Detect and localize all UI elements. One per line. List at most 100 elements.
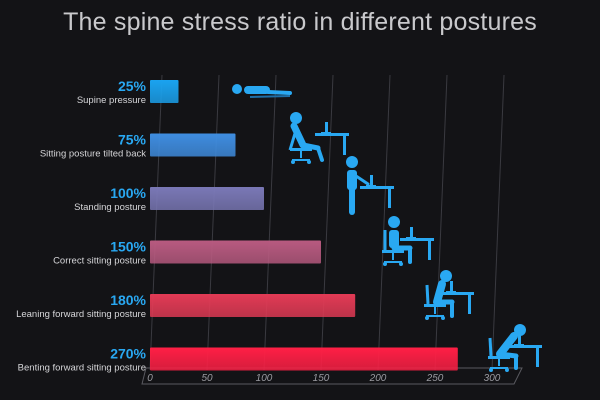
head: [290, 112, 302, 124]
gridline: [149, 74, 163, 371]
reclined-seated-person-icon: [288, 112, 349, 164]
gridline: [434, 74, 448, 371]
gridline: [263, 74, 277, 371]
value-label: 75%: [118, 132, 147, 148]
gridline: [206, 74, 220, 371]
monitor: [370, 175, 373, 186]
head: [232, 84, 242, 94]
value-label: 270%: [110, 346, 146, 362]
monitor: [518, 334, 521, 345]
gridline: [320, 74, 334, 371]
value-label: 25%: [118, 78, 147, 94]
torso: [433, 280, 446, 306]
chair-wheel: [425, 316, 429, 320]
category-label: Supine pressure: [77, 95, 146, 106]
torso: [389, 230, 399, 248]
desk-leg: [388, 186, 391, 208]
torso: [244, 86, 270, 94]
head: [440, 270, 452, 282]
chair-wheel: [291, 160, 295, 164]
gridline: [491, 74, 505, 371]
chair-back: [288, 129, 298, 151]
bar-row: 180%Leaning forward sitting posture: [16, 292, 356, 320]
leaning-seated-person-icon: [424, 270, 474, 320]
desk-top: [400, 238, 434, 241]
bar-row: 75%Sitting posture tilted back: [40, 132, 236, 160]
gridlines: [149, 74, 505, 371]
chair-wheel: [441, 316, 445, 320]
value-label: 180%: [110, 292, 146, 308]
torso: [290, 122, 307, 149]
bar-row: 25%Supine pressure: [77, 78, 179, 106]
desk-leg: [536, 345, 539, 367]
category-label: Sitting posture tilted back: [40, 149, 146, 160]
value-label: 150%: [110, 239, 146, 255]
chart-title: The spine stress ratio in different post…: [63, 8, 537, 36]
bar: [150, 240, 321, 264]
bar: [150, 187, 264, 210]
chair-wheel: [489, 368, 493, 372]
monitor-base: [446, 291, 456, 293]
desk-top: [440, 292, 474, 295]
x-tick-label: 100: [256, 373, 273, 384]
standing-person-icon: [346, 156, 394, 215]
bar: [150, 80, 179, 103]
desk-leg: [343, 133, 346, 155]
chair-wheel: [505, 368, 509, 372]
x-tick-label: 250: [426, 373, 444, 384]
legs: [266, 90, 292, 95]
head: [388, 216, 400, 228]
chair-back: [425, 284, 430, 305]
lying-person-icon: [232, 84, 292, 98]
bar: [150, 347, 458, 371]
chair-wheel: [307, 160, 311, 164]
x-tick-label: 0: [147, 373, 153, 384]
thigh: [497, 351, 519, 359]
thigh: [300, 142, 321, 151]
torso: [496, 332, 518, 358]
head: [514, 324, 526, 336]
x-tick-label: 200: [369, 373, 387, 384]
category-label: Standing posture: [74, 202, 146, 213]
shin: [316, 146, 324, 162]
bar-row: 100%Standing posture: [74, 185, 264, 213]
category-label: Leaning forward sitting posture: [16, 309, 146, 320]
chair-wheel: [399, 262, 403, 266]
chair-seat: [424, 304, 446, 307]
monitor-base: [406, 237, 416, 239]
x-tick-label: 50: [201, 373, 213, 384]
chair-seat: [382, 250, 404, 253]
desk-leg: [428, 238, 431, 260]
chair-seat: [488, 356, 510, 359]
desk-top: [508, 345, 542, 348]
category-label: Benting forward sitting posture: [18, 363, 146, 374]
monitor-base: [321, 132, 331, 134]
value-label: 100%: [110, 185, 146, 201]
arm: [354, 174, 370, 186]
bar: [150, 133, 236, 157]
monitor-base: [366, 185, 376, 187]
bar-row: 270%Benting forward sitting posture: [18, 346, 458, 374]
monitor: [410, 227, 413, 238]
monitor: [450, 281, 453, 292]
upright-seated-person-icon: [382, 216, 434, 266]
bent-seated-person-icon: [488, 324, 542, 372]
desk-leg: [468, 292, 471, 314]
desk-top: [360, 186, 394, 189]
mat: [249, 95, 291, 98]
x-tick-label: 150: [313, 373, 330, 384]
chair-wheel: [383, 262, 387, 266]
monitor-base: [514, 344, 524, 346]
chair-back: [488, 337, 493, 357]
x-tick-label: 300: [484, 373, 501, 384]
bar-row: 150%Correct sitting posture: [53, 239, 321, 267]
gridline: [377, 74, 391, 371]
head: [346, 156, 358, 168]
chair-seat: [290, 148, 312, 151]
desk-top: [315, 133, 349, 136]
monitor: [325, 122, 328, 133]
torso: [347, 170, 357, 190]
category-label: Correct sitting posture: [53, 256, 146, 267]
bar: [150, 294, 356, 317]
